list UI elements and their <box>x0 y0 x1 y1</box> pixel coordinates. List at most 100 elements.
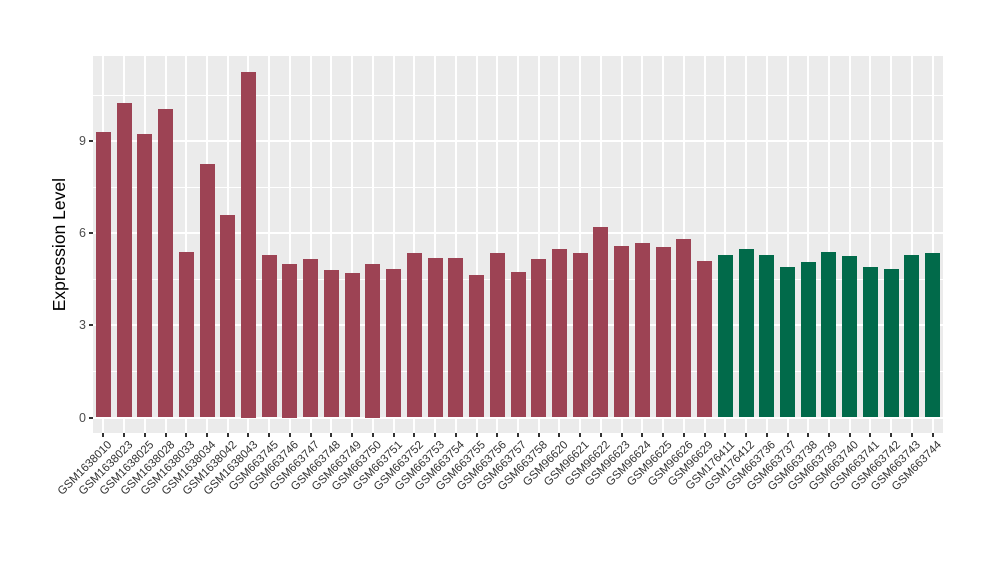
bar-GSM663752 <box>406 253 422 418</box>
bar-GSM663736 <box>759 254 775 418</box>
x-tick-mark-GSM96622 <box>599 433 602 437</box>
bar-GSM663739 <box>821 251 837 418</box>
x-tick-mark-GSM96623 <box>620 433 623 437</box>
x-tick-mark-GSM1638010 <box>102 433 105 437</box>
x-tick-mark-GSM176411 <box>724 433 727 437</box>
x-tick-mark-GSM1638043 <box>247 433 250 437</box>
gridline-x-GSM663756 <box>496 56 499 433</box>
bar-GSM96624 <box>634 242 650 418</box>
gridline-x-GSM663748 <box>330 56 333 433</box>
bar-GSM663737 <box>780 267 795 418</box>
x-tick-mark-GSM663757 <box>517 433 519 437</box>
bar-GSM1638023 <box>116 102 132 418</box>
x-tick-mark-GSM96626 <box>682 433 685 437</box>
gridline-x-GSM663743 <box>910 56 913 433</box>
x-tick-mark-GSM663752 <box>413 433 416 437</box>
x-tick-mark-GSM1638034 <box>206 433 209 437</box>
gridline-x-GSM663751 <box>392 56 395 433</box>
x-tick-mark-GSM1638023 <box>123 433 126 437</box>
bar-GSM663753 <box>427 257 443 418</box>
gridline-x-GSM663754 <box>454 56 457 433</box>
x-tick-mark-GSM663746 <box>288 433 291 437</box>
gridline-x-GSM663749 <box>351 56 354 433</box>
gridline-x-GSM663737 <box>786 56 789 433</box>
x-tick-mark-GSM663736 <box>765 433 768 437</box>
x-tick-mark-GSM663756 <box>496 433 499 437</box>
bar-GSM663756 <box>489 253 505 418</box>
x-tick-mark-GSM1638033 <box>185 433 188 437</box>
x-tick-mark-GSM1638042 <box>226 433 229 437</box>
bar-GSM176412 <box>738 248 754 418</box>
gridline-x-GSM663738 <box>807 56 810 433</box>
bar-GSM663754 <box>448 257 464 418</box>
gridline-x-GSM663742 <box>890 56 893 433</box>
gridline-x-GSM663741 <box>869 56 872 433</box>
gridline-x-GSM96620 <box>558 56 561 433</box>
x-tick-mark-GSM663742 <box>890 433 893 437</box>
gridline-x-GSM663755 <box>475 56 478 433</box>
gridline-x-GSM663758 <box>537 56 540 433</box>
x-tick-mark-GSM663737 <box>786 433 789 437</box>
y-tick-label-3: 3 <box>79 318 86 333</box>
bar-GSM663740 <box>842 256 858 418</box>
bar-GSM1638043 <box>240 72 256 418</box>
bar-GSM96622 <box>593 227 609 418</box>
y-axis-title: Expression Level <box>46 56 72 433</box>
x-tick-mark-GSM663751 <box>392 433 395 437</box>
gridline-x-GSM96623 <box>620 56 623 433</box>
gridline-x-GSM663744 <box>931 56 934 433</box>
bar-GSM96626 <box>676 239 692 418</box>
x-tick-mark-GSM663739 <box>827 433 830 437</box>
x-tick-mark-GSM663743 <box>910 433 913 437</box>
bar-GSM663744 <box>925 253 941 418</box>
gridline-x-GSM96621 <box>579 56 582 433</box>
bar-GSM96625 <box>655 247 671 418</box>
gridline-x-GSM1638033 <box>185 56 188 433</box>
x-tick-mark-GSM663747 <box>309 433 312 437</box>
x-tick-mark-GSM663749 <box>351 433 354 437</box>
gridline-x-GSM176411 <box>724 56 727 433</box>
bar-GSM663738 <box>800 262 816 418</box>
bar-GSM663757 <box>510 271 526 418</box>
y-tick-label-6: 6 <box>79 226 86 241</box>
bar-GSM663758 <box>531 259 547 418</box>
bar-GSM663750 <box>365 264 381 418</box>
x-tick-mark-GSM663738 <box>807 433 810 437</box>
bar-GSM663749 <box>344 273 360 418</box>
x-tick-mark-GSM663748 <box>330 433 333 437</box>
bar-GSM663745 <box>261 254 277 418</box>
y-tick-label-9: 9 <box>79 134 86 149</box>
bar-GSM663748 <box>323 270 339 418</box>
x-tick-mark-GSM663744 <box>931 433 934 437</box>
bar-GSM96629 <box>697 260 713 418</box>
gridline-x-GSM663757 <box>517 56 519 433</box>
y-tick-mark-3 <box>88 324 93 327</box>
y-tick-mark-0 <box>88 416 93 419</box>
bar-GSM663746 <box>282 264 298 418</box>
bar-GSM663755 <box>469 274 485 418</box>
bar-GSM663751 <box>386 268 402 418</box>
y-tick-mark-6 <box>88 232 93 235</box>
x-tick-mark-GSM96629 <box>703 433 706 437</box>
gridline-x-GSM663753 <box>434 56 437 433</box>
bar-GSM663743 <box>904 254 920 418</box>
x-tick-mark-GSM96621 <box>579 433 582 437</box>
gridline-x-GSM663736 <box>765 56 768 433</box>
x-tick-mark-GSM663754 <box>454 433 457 437</box>
x-tick-mark-GSM96620 <box>558 433 561 437</box>
gridline-x-GSM663740 <box>848 56 851 433</box>
x-tick-mark-GSM663745 <box>268 433 271 437</box>
x-tick-mark-GSM663753 <box>434 433 437 437</box>
bar-GSM1638028 <box>158 108 174 418</box>
bar-GSM663742 <box>883 268 899 418</box>
x-tick-mark-GSM663740 <box>848 433 851 437</box>
x-tick-mark-GSM96625 <box>662 433 665 437</box>
bar-GSM1638034 <box>199 164 215 418</box>
x-tick-mark-GSM176412 <box>745 433 748 437</box>
bar-GSM96621 <box>572 253 588 418</box>
x-tick-mark-GSM663741 <box>869 433 872 437</box>
gridline-x-GSM176412 <box>745 56 748 433</box>
x-tick-mark-GSM1638025 <box>143 433 146 437</box>
gridline-x-GSM663745 <box>268 56 271 433</box>
